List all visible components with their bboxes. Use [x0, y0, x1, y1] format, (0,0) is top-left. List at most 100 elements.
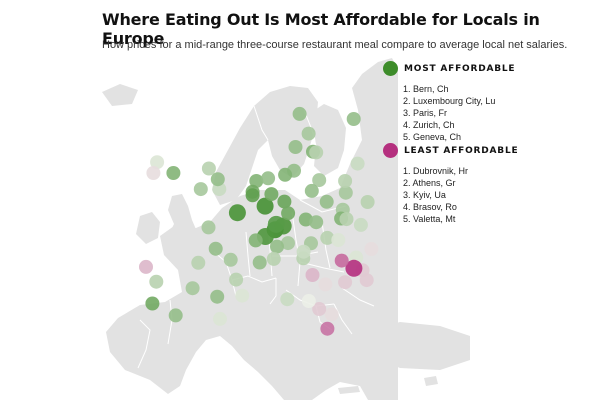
city-bubble — [277, 194, 292, 209]
border-line — [269, 278, 277, 305]
legend-item: 1. Dubrovnik, Hr — [403, 166, 469, 176]
city-bubble — [359, 273, 374, 288]
land-sicily — [280, 364, 302, 378]
city-bubble — [312, 173, 327, 188]
legend-least-list: 1. Dubrovnik, Hr 2. Athens, Gr 3. Kyiv, … — [383, 165, 593, 225]
legend-item: 5. Geneva, Ch — [403, 132, 462, 142]
city-bubble — [350, 156, 365, 171]
city-bubble — [261, 171, 276, 186]
city-bubble — [168, 308, 183, 323]
city-bubble — [331, 233, 346, 247]
city-bubble — [256, 197, 274, 215]
border-line — [253, 105, 269, 141]
border-line — [213, 251, 237, 297]
city-bubble — [309, 215, 324, 230]
city-bubble — [264, 187, 279, 202]
land-turkey — [370, 322, 470, 370]
land-great-britain — [168, 194, 204, 258]
city-bubble — [149, 274, 164, 289]
page-title: Where Eating Out Is Most Affordable for … — [102, 10, 540, 48]
legend-item: 3. Paris, Fr — [403, 108, 448, 118]
city-bubble — [185, 281, 200, 296]
city-bubble — [150, 155, 165, 170]
city-bubble — [296, 244, 311, 259]
land-iceland — [102, 84, 138, 106]
city-bubble — [208, 241, 223, 256]
city-bubble — [320, 230, 335, 245]
legend-item: 1. Bern, Ch — [403, 84, 449, 94]
city-bubble — [193, 182, 208, 197]
city-bubble — [301, 294, 316, 308]
land-crete — [338, 386, 360, 394]
city-bubble — [288, 140, 303, 154]
legend-magenta-dot — [383, 143, 398, 158]
city-bubble — [364, 242, 379, 256]
city-bubble — [360, 195, 375, 209]
city-bubble — [280, 292, 295, 307]
city-bubbles — [139, 106, 379, 336]
land-sardinia — [240, 330, 250, 352]
city-bubble — [266, 251, 281, 266]
legend-most-label: MOST AFFORDABLE — [404, 63, 516, 74]
city-bubble — [139, 259, 153, 274]
city-bubble — [334, 253, 349, 268]
border-line — [333, 303, 353, 335]
city-bubble — [210, 172, 225, 187]
city-bubble — [338, 275, 353, 290]
legend-item: 4. Zurich, Ch — [403, 120, 455, 130]
city-bubble — [191, 255, 206, 270]
city-bubble — [346, 112, 361, 126]
city-bubble — [201, 220, 216, 235]
legend-header: MOST AFFORDABLE — [383, 61, 593, 76]
city-bubble — [292, 106, 307, 121]
legend-item: 2. Luxembourg City, Lu — [403, 96, 496, 106]
legend-item: 3. Kyiv, Ua — [403, 190, 446, 200]
city-bubble — [252, 255, 267, 270]
land-italy — [252, 300, 314, 362]
city-bubble — [281, 236, 295, 251]
city-bubble — [146, 166, 161, 180]
city-bubble — [235, 288, 250, 303]
legend-least-label: LEAST AFFORDABLE — [404, 145, 519, 156]
city-bubble — [305, 268, 320, 282]
border-line — [321, 221, 331, 269]
city-bubble — [229, 272, 244, 287]
legend-header: LEAST AFFORDABLE — [383, 143, 593, 158]
city-bubble — [267, 215, 285, 233]
city-bubble — [278, 167, 293, 182]
city-bubble — [270, 239, 284, 254]
page-subtitle: How prices for a mid-range three-course … — [102, 39, 568, 51]
city-bubble — [228, 204, 246, 222]
legend-item: 2. Athens, Gr — [403, 178, 456, 188]
legend-item: 4. Brasov, Ro — [403, 202, 457, 212]
city-bubble — [339, 212, 354, 227]
border-line — [299, 261, 345, 273]
border-line — [137, 319, 151, 369]
city-bubble — [213, 311, 227, 326]
city-bubble — [309, 145, 324, 160]
city-bubble — [301, 126, 316, 141]
city-bubble — [324, 307, 339, 322]
city-bubble — [210, 289, 225, 304]
city-bubble — [166, 166, 181, 180]
city-bubble — [201, 161, 216, 176]
border-line — [245, 231, 251, 277]
legend-most-affordable: MOST AFFORDABLE 1. Bern, Ch 2. Luxembour… — [383, 61, 593, 143]
city-bubble — [248, 233, 263, 248]
city-bubble — [338, 185, 353, 200]
city-bubble — [345, 259, 363, 277]
city-bubble — [319, 194, 334, 209]
city-bubble — [145, 296, 160, 311]
city-bubble — [338, 174, 353, 188]
legend-most-list: 1. Bern, Ch 2. Luxembourg City, Lu 3. Pa… — [383, 83, 593, 143]
city-bubble — [245, 188, 260, 203]
city-bubble — [320, 321, 335, 336]
legend-item: 5. Valetta, Mt — [403, 214, 456, 224]
city-bubble — [353, 217, 368, 232]
city-bubble — [223, 252, 238, 267]
border-line — [341, 287, 375, 307]
land-corsica — [242, 314, 248, 328]
city-bubble — [318, 277, 333, 292]
legend-green-dot — [383, 61, 398, 76]
